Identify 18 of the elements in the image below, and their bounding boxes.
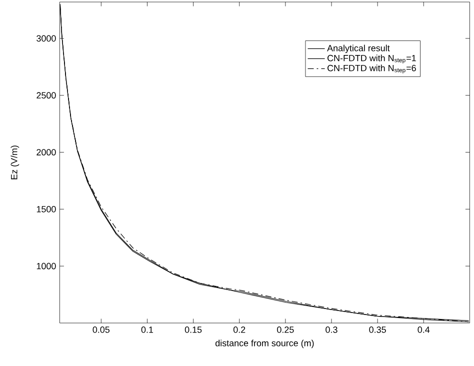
- x-axis-title: distance from source (m): [216, 340, 314, 348]
- x-tick-label: 0.3: [326, 326, 338, 333]
- legend-label: CN-FDTD with N$_{step}$=6: [328, 64, 416, 74]
- y-tick-label: 3000: [36, 35, 56, 42]
- x-tick-label: 0.2: [233, 326, 246, 333]
- y-tick-label: 2500: [36, 92, 56, 99]
- x-tick-label: 0.4: [418, 326, 430, 333]
- x-tick-label: 0.25: [277, 326, 294, 333]
- y-axis-title: Ez (V/m): [10, 146, 20, 180]
- x-tick-label: 0.35: [369, 326, 386, 333]
- y-tick-label: 1000: [36, 262, 56, 270]
- x-tick-label: 0.15: [184, 326, 202, 333]
- y-tick-label: 1500: [36, 206, 56, 212]
- x-tick-label: 0.05: [92, 326, 110, 333]
- x-tick-label: 0.1: [141, 326, 154, 333]
- y-tick-label: 2000: [36, 149, 56, 156]
- legend-label: CN-FDTD with N$_{step}$=1: [328, 54, 416, 64]
- legend-label: Analytical result: [327, 44, 390, 54]
